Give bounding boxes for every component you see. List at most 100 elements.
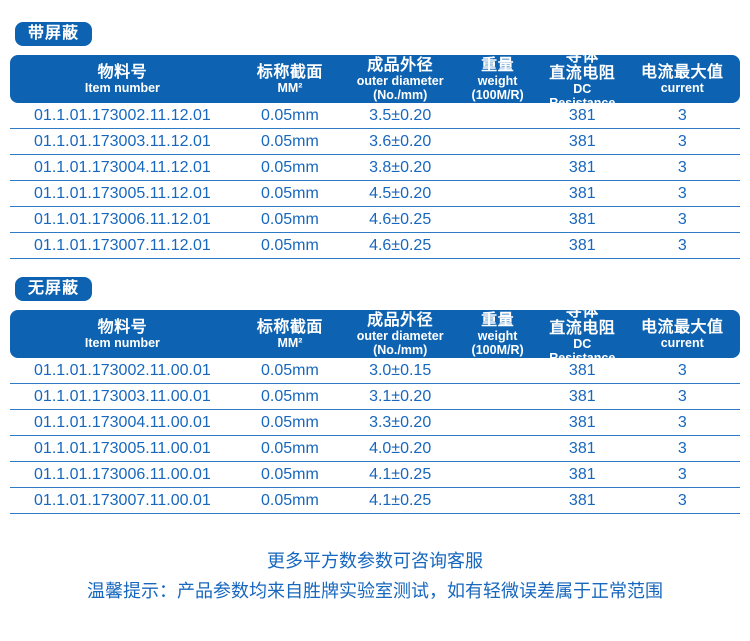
table-cell: 381 — [568, 465, 596, 483]
header-cell-line: 直流电阻 — [549, 65, 616, 82]
table-cell: 381 — [568, 491, 596, 509]
header-cell: 电流最大值 current — [625, 55, 740, 103]
header-cell-line: DC Resistance — [549, 337, 616, 358]
table-cell: 3.5±0.20 — [369, 106, 432, 124]
table-cell: 0.05mm — [261, 158, 319, 176]
header-cell-line: (100M/R) — [471, 342, 524, 357]
header-cell-line: 直流电阻 — [549, 320, 616, 337]
header-cell: 导体 直流电阻 DC Resistance — [540, 55, 625, 103]
table-cell: 0.05mm — [261, 132, 319, 150]
header-cell: 重量 weight (100M/R) — [455, 55, 540, 103]
table-cell: 01.1.01.173006.11.12.01 — [34, 210, 211, 228]
header-cell-line: DC Resistance — [549, 82, 616, 103]
table-cell: 4.6±0.25 — [369, 210, 432, 228]
unshielded-table-section: 无屏蔽 物料号 Item number 标称截面 MM² 成品外径 outer diame… — [10, 259, 740, 514]
table-row: 01.1.01.173005.11.00.01 0.05mm 4.0±0.20 381… — [10, 436, 740, 462]
header-cell-line: 电流最大值 — [641, 318, 724, 336]
table-cell: 3 — [677, 106, 687, 124]
header-cell: 成品外径 outer diameter (No./mm) — [345, 310, 455, 358]
header-cell-line: 成品外径 — [367, 56, 434, 74]
table-row: 01.1.01.173003.11.00.01 0.05mm 3.1±0.20 381… — [10, 384, 740, 410]
table-cell — [455, 155, 540, 180]
table-cell: 01.1.01.173005.11.12.01 — [34, 184, 211, 202]
section-badge-shielded: 带屏蔽 — [15, 22, 93, 46]
header-cell: 物料号 Item number — [10, 55, 235, 103]
table-cell: 01.1.01.173006.11.00.01 — [34, 465, 211, 483]
table-cell: 381 — [568, 106, 596, 124]
header-cell-line: current — [660, 335, 704, 350]
header-cell-line: (No./mm) — [373, 342, 428, 357]
header-cell: 重量 weight (100M/R) — [455, 310, 540, 358]
table-cell: 381 — [568, 361, 596, 379]
header-cell-line: (No./mm) — [373, 87, 428, 102]
table-cell: 3 — [677, 184, 687, 202]
table-cell: 01.1.01.173007.11.12.01 — [34, 236, 211, 254]
table-row: 01.1.01.173006.11.12.01 0.05mm 4.6±0.25 381… — [10, 207, 740, 233]
header-cell-line: 导体 — [565, 55, 599, 65]
table-cell: 381 — [568, 387, 596, 405]
table-cell: 3.8±0.20 — [369, 158, 432, 176]
spec-table-shielded: 物料号 Item number 标称截面 MM² 成品外径 outer diameter(… — [10, 55, 740, 259]
header-cell-line: outer diameter — [356, 328, 444, 343]
table-cell — [455, 384, 540, 409]
footer-notes: 更多平方数参数可咨询客服 温馨提示：产品参数均来自胜牌实验室测试，如有轻微误差属… — [0, 546, 750, 606]
table-cell — [455, 358, 540, 383]
table-cell: 01.1.01.173003.11.12.01 — [34, 132, 211, 150]
header-cell-line: weight — [477, 328, 518, 343]
header-cell-line: (100M/R) — [471, 87, 524, 102]
header-cell-line: 物料号 — [97, 63, 148, 81]
table-cell: 3 — [677, 465, 687, 483]
table-cell: 01.1.01.173004.11.00.01 — [34, 413, 211, 431]
table-cell: 4.1±0.25 — [369, 465, 432, 483]
table-cell: 381 — [568, 184, 596, 202]
header-cell-line: current — [660, 80, 704, 95]
header-cell: 导体 直流电阻 DC Resistance — [540, 310, 625, 358]
footer-note-consult: 更多平方数参数可咨询客服 — [267, 551, 483, 571]
table-cell: 01.1.01.173003.11.00.01 — [34, 387, 211, 405]
table-cell: 0.05mm — [261, 106, 319, 124]
header-cell: 物料号 Item number — [10, 310, 235, 358]
table-cell: 3 — [677, 491, 687, 509]
header-cell-line: 标称截面 — [256, 318, 323, 336]
header-cell: 标称截面 MM² — [235, 310, 345, 358]
table-cell — [455, 233, 540, 258]
table-header: 物料号 Item number 标称截面 MM² 成品外径 outer diameter(… — [10, 310, 740, 358]
table-body: 01.1.01.173002.11.00.01 0.05mm 3.0±0.15 381… — [10, 358, 740, 514]
header-cell-line: 重量 — [481, 56, 515, 74]
table-cell: 3 — [677, 361, 687, 379]
section-badge-unshielded: 无屏蔽 — [15, 277, 93, 301]
table-cell — [455, 103, 540, 128]
table-cell: 3 — [677, 413, 687, 431]
header-cell-line: weight — [477, 73, 518, 88]
table-cell: 0.05mm — [261, 361, 319, 379]
table-cell: 01.1.01.173002.11.12.01 — [34, 106, 211, 124]
table-cell — [455, 436, 540, 461]
table-cell: 3 — [677, 210, 687, 228]
header-cell: 电流最大值 current — [625, 310, 740, 358]
table-cell — [455, 462, 540, 487]
header-cell-line: MM² — [277, 335, 303, 350]
table-cell: 4.1±0.25 — [369, 491, 432, 509]
footer-note-tip: 温馨提示：产品参数均来自胜牌实验室测试，如有轻微误差属于正常范围 — [87, 581, 663, 601]
header-cell-line: 电流最大值 — [641, 63, 724, 81]
table-cell: 3 — [677, 387, 687, 405]
shielded-table-section: 带屏蔽 物料号 Item number 标称截面 MM² 成品外径 outer diame… — [10, 22, 740, 259]
table-cell: 01.1.01.173007.11.00.01 — [34, 491, 211, 509]
table-cell: 0.05mm — [261, 210, 319, 228]
table-row: 01.1.01.173007.11.12.01 0.05mm 4.6±0.25 381… — [10, 233, 740, 259]
table-cell: 3 — [677, 132, 687, 150]
table-cell: 3.0±0.15 — [369, 361, 432, 379]
table-cell: 0.05mm — [261, 184, 319, 202]
header-cell-line: 物料号 — [97, 318, 148, 336]
table-cell: 3 — [677, 236, 687, 254]
table-row: 01.1.01.173006.11.00.01 0.05mm 4.1±0.25 381… — [10, 462, 740, 488]
header-cell-line: 重量 — [481, 311, 515, 329]
table-cell: 01.1.01.173005.11.00.01 — [34, 439, 211, 457]
table-row: 01.1.01.173007.11.00.01 0.05mm 4.1±0.25 381… — [10, 488, 740, 514]
table-row: 01.1.01.173002.11.12.01 0.05mm 3.5±0.20 381… — [10, 103, 740, 129]
header-cell-line: outer diameter — [356, 73, 444, 88]
table-cell: 381 — [568, 158, 596, 176]
header-cell-line: Item number — [84, 335, 160, 350]
table-row: 01.1.01.173003.11.12.01 0.05mm 3.6±0.20 381… — [10, 129, 740, 155]
